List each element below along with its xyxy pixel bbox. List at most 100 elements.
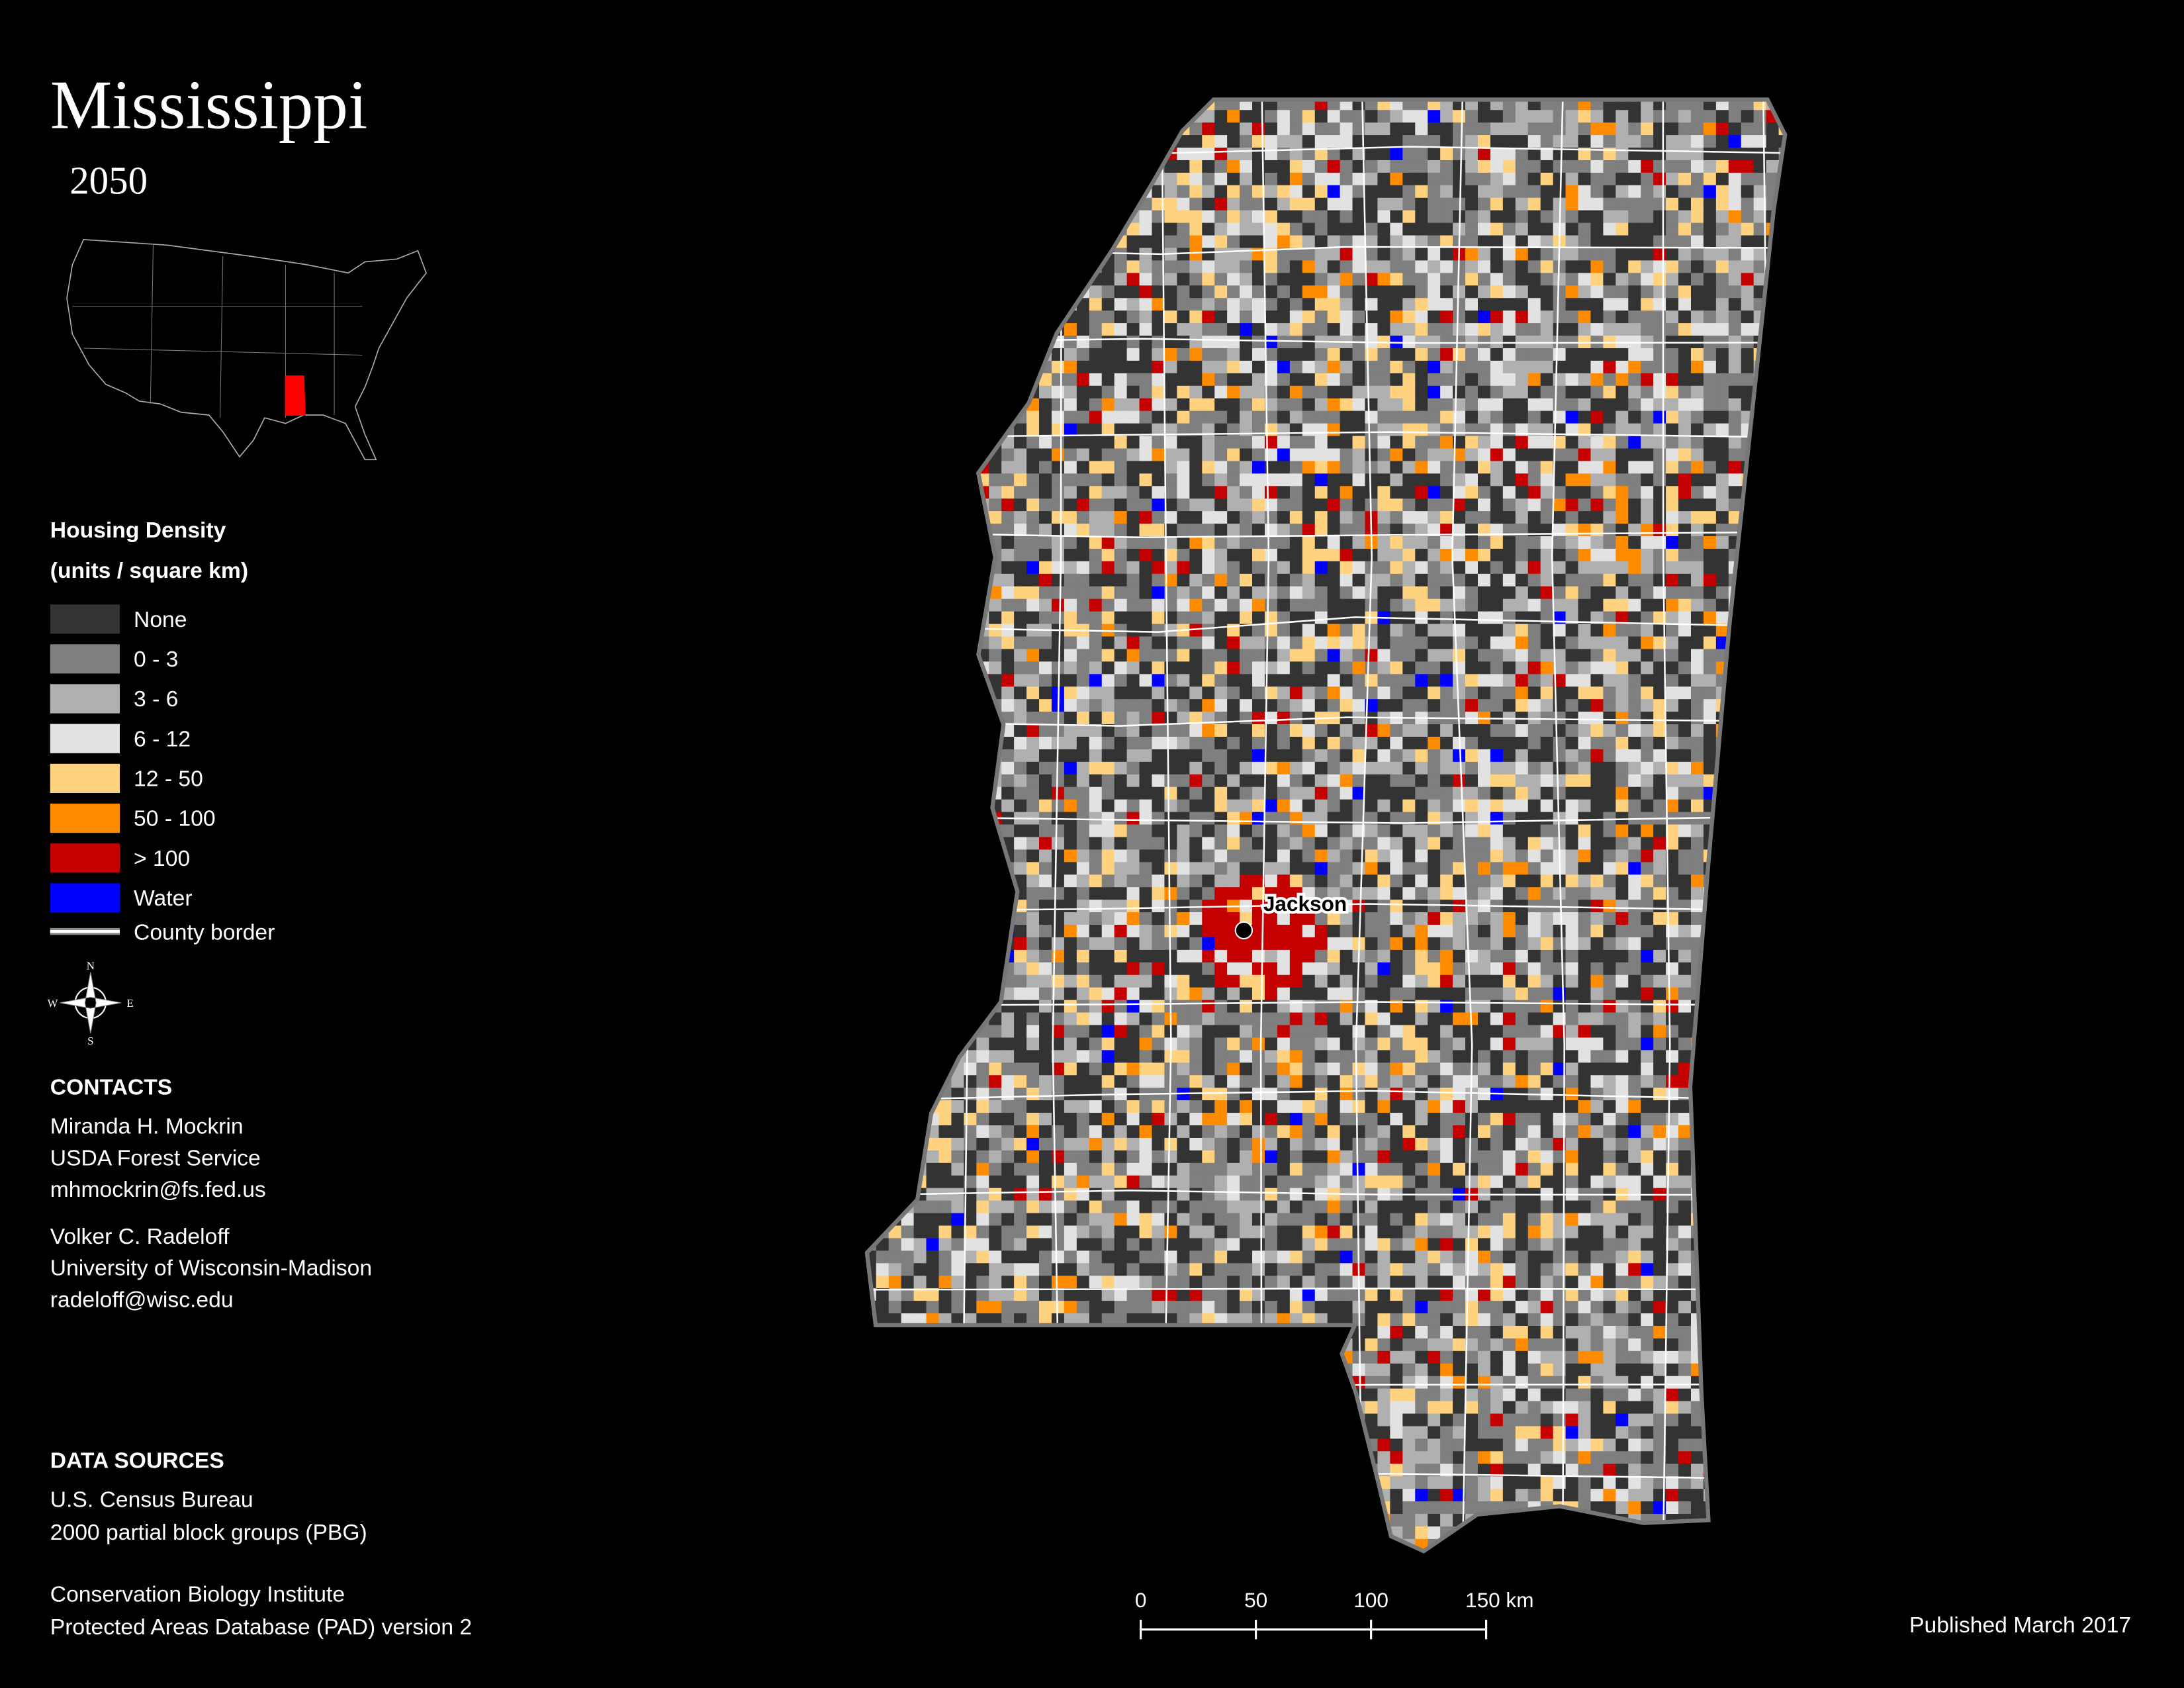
density-patch [1289, 536, 1303, 550]
density-patch [1515, 874, 1529, 888]
density-patch [1114, 573, 1128, 587]
density-patch [1402, 473, 1416, 487]
density-patch [1089, 824, 1103, 838]
density-patch [1177, 273, 1191, 287]
density-patch [1352, 799, 1366, 813]
density-patch [1277, 398, 1291, 412]
density-patch [1365, 273, 1379, 287]
density-patch [1152, 761, 1165, 775]
density-patch [1264, 849, 1278, 863]
density-patch [1340, 298, 1353, 312]
density-patch [1728, 148, 1742, 162]
density-patch [1189, 561, 1203, 575]
density-patch [1202, 824, 1216, 838]
density-patch [1352, 649, 1366, 663]
density-patch [1402, 197, 1416, 211]
density-patch [1302, 724, 1316, 738]
density-patch [1578, 561, 1592, 575]
density-patch [1390, 887, 1404, 901]
density-patch [1264, 912, 1278, 926]
density-patch [1277, 172, 1291, 186]
density-patch [1666, 624, 1680, 637]
density-patch [1189, 473, 1203, 487]
density-patch [1477, 101, 1491, 111]
contact-line: Volker C. Radeloff [50, 1225, 230, 1249]
density-patch [1515, 185, 1529, 199]
density-patch [1214, 385, 1228, 399]
density-patch [1252, 122, 1266, 136]
density-patch [1377, 423, 1391, 437]
density-patch [1715, 360, 1729, 374]
density-patch [1540, 448, 1554, 462]
density-patch [1189, 298, 1203, 312]
density-patch [1114, 812, 1128, 825]
density-patch [1540, 486, 1554, 500]
density-patch [1590, 298, 1604, 312]
density-patch [1314, 524, 1328, 538]
density-patch [1277, 110, 1291, 124]
density-patch [1502, 624, 1516, 637]
density-patch [1428, 323, 1441, 337]
density-patch [1641, 712, 1655, 726]
density-patch [1064, 636, 1077, 650]
density-patch [1114, 410, 1128, 424]
density-patch [1666, 436, 1680, 449]
density-patch [1428, 235, 1441, 249]
density-patch [1352, 774, 1366, 788]
density-patch [1264, 536, 1278, 550]
density-patch [1678, 524, 1692, 538]
density-patch [1352, 573, 1366, 587]
density-patch [1189, 310, 1203, 324]
density-patch [1139, 736, 1153, 750]
density-patch [1340, 699, 1353, 713]
density-patch [1277, 235, 1291, 249]
density-patch [1026, 774, 1040, 788]
density-patch [1139, 323, 1153, 337]
density-patch [1527, 235, 1541, 249]
density-patch [1641, 524, 1655, 538]
density-patch [1540, 598, 1554, 612]
density-patch [1578, 636, 1592, 650]
density-patch [1164, 849, 1178, 863]
density-patch [1553, 536, 1567, 550]
density-patch [1064, 348, 1077, 361]
density-patch [1502, 222, 1516, 236]
density-patch [1252, 761, 1266, 775]
density-patch [1465, 925, 1479, 939]
density-patch [1227, 360, 1241, 374]
density-patch [1126, 260, 1140, 274]
density-patch [1615, 524, 1629, 538]
density-patch [1264, 222, 1278, 236]
density-patch [1152, 624, 1165, 637]
density-patch [1590, 185, 1604, 199]
density-patch [1590, 423, 1604, 437]
density-patch [1477, 423, 1491, 437]
density-patch [1540, 586, 1554, 600]
density-patch [1515, 686, 1529, 700]
density-patch [1302, 661, 1316, 675]
density-patch [1277, 135, 1291, 149]
density-patch [1101, 586, 1115, 600]
density-patch [1189, 172, 1203, 186]
density-patch [1477, 837, 1491, 851]
density-patch [1590, 110, 1604, 124]
density-patch [1428, 649, 1441, 663]
density-patch [1628, 398, 1642, 412]
density-patch [1026, 786, 1040, 800]
density-patch [1177, 448, 1191, 462]
density-patch [1603, 385, 1617, 399]
density-patch [1565, 385, 1579, 399]
density-patch [1628, 611, 1642, 625]
density-patch [1026, 674, 1040, 688]
density-patch [1164, 598, 1178, 612]
density-patch [1728, 101, 1742, 111]
density-patch [1076, 925, 1090, 939]
density-patch [1139, 336, 1153, 350]
density-patch [1264, 323, 1278, 337]
density-patch [989, 486, 1003, 500]
density-patch [1177, 360, 1191, 374]
density-patch [1502, 837, 1516, 851]
density-patch [1327, 661, 1341, 675]
density-patch [1641, 222, 1655, 236]
density-patch [1390, 799, 1404, 813]
